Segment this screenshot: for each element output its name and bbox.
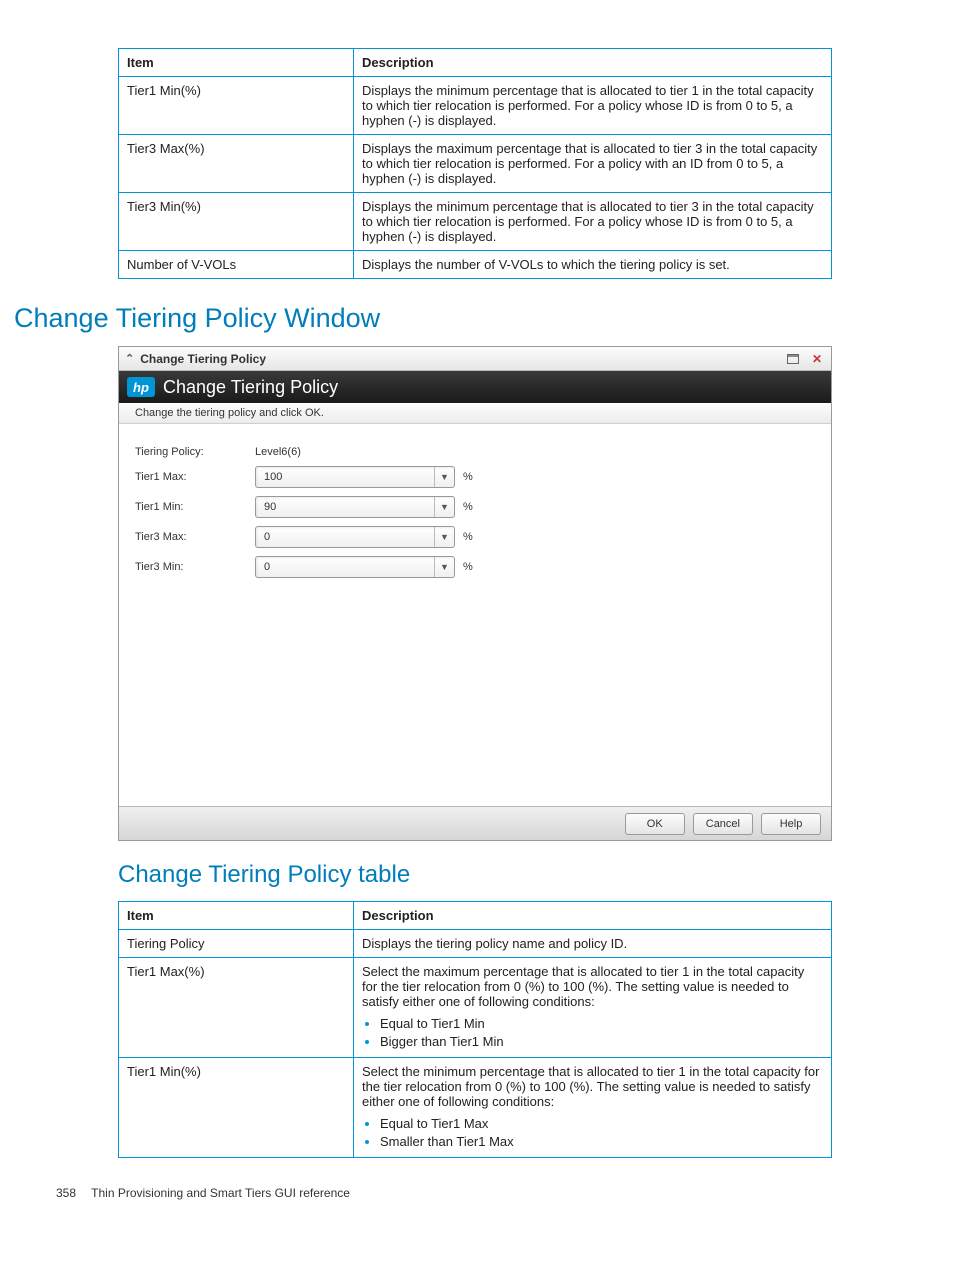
close-icon[interactable]: ✕ — [809, 352, 825, 366]
cell-desc: Displays the tiering policy name and pol… — [354, 930, 832, 958]
dialog-body: Tiering Policy: Level6(6) Tier1 Max: 100… — [119, 424, 831, 806]
cell-item: Tier3 Min(%) — [119, 193, 354, 251]
percent-unit: % — [463, 561, 473, 573]
table-row: Tier1 Min(%) Displays the minimum percen… — [119, 77, 832, 135]
cell-item: Number of V-VOLs — [119, 251, 354, 279]
dialog-titlebar[interactable]: ⌃ Change Tiering Policy ✕ — [119, 347, 831, 371]
chevron-down-icon[interactable]: ▼ — [434, 557, 454, 577]
help-button[interactable]: Help — [761, 813, 821, 835]
cell-desc-text: Select the minimum percentage that is al… — [362, 1064, 819, 1109]
collapse-icon[interactable]: ⌃ — [125, 352, 134, 365]
footer-text: Thin Provisioning and Smart Tiers GUI re… — [91, 1186, 350, 1200]
cancel-button[interactable]: Cancel — [693, 813, 753, 835]
table-row: Tiering Policy Displays the tiering poli… — [119, 930, 832, 958]
table-row: Number of V-VOLs Displays the number of … — [119, 251, 832, 279]
cell-desc-text: Select the maximum percentage that is al… — [362, 964, 804, 1009]
dialog-header: hp Change Tiering Policy — [119, 371, 831, 403]
table-row: Tier3 Max(%) Displays the maximum percen… — [119, 135, 832, 193]
maximize-icon[interactable] — [785, 352, 801, 366]
tier1-min-value: 90 — [264, 501, 434, 513]
tier1-min-label: Tier1 Min: — [135, 501, 255, 513]
cell-desc: Displays the minimum percentage that is … — [354, 77, 832, 135]
definition-table-2: Item Description Tiering Policy Displays… — [118, 901, 832, 1158]
tiering-policy-value: Level6(6) — [255, 446, 365, 458]
ok-button[interactable]: OK — [625, 813, 685, 835]
list-item: Equal to Tier1 Min — [380, 1015, 823, 1031]
tier3-max-combo[interactable]: 0 ▼ — [255, 526, 455, 548]
cell-item: Tier3 Max(%) — [119, 135, 354, 193]
dialog-footer: OK Cancel Help — [119, 806, 831, 840]
page-number: 358 — [56, 1186, 76, 1200]
dialog-instruction: Change the tiering policy and click OK. — [119, 403, 831, 424]
list-item: Smaller than Tier1 Max — [380, 1133, 823, 1149]
cell-item: Tiering Policy — [119, 930, 354, 958]
percent-unit: % — [463, 501, 473, 513]
cell-item: Tier1 Min(%) — [119, 77, 354, 135]
definition-table-1: Item Description Tier1 Min(%) Displays t… — [118, 48, 832, 279]
list-item: Equal to Tier1 Max — [380, 1115, 823, 1131]
th-desc: Description — [354, 49, 832, 77]
th-desc: Description — [354, 902, 832, 930]
hp-logo-icon: hp — [127, 377, 155, 397]
cell-desc: Select the minimum percentage that is al… — [354, 1058, 832, 1158]
page-footer: 358 Thin Provisioning and Smart Tiers GU… — [56, 1186, 954, 1200]
dialog-header-text: Change Tiering Policy — [163, 377, 338, 398]
percent-unit: % — [463, 471, 473, 483]
table-row: Tier1 Max(%) Select the maximum percenta… — [119, 958, 832, 1058]
chevron-down-icon[interactable]: ▼ — [434, 467, 454, 487]
tier1-min-combo[interactable]: 90 ▼ — [255, 496, 455, 518]
subsection-heading: Change Tiering Policy table — [118, 861, 836, 889]
tier3-min-combo[interactable]: 0 ▼ — [255, 556, 455, 578]
change-tiering-policy-dialog: ⌃ Change Tiering Policy ✕ hp Change Tier… — [118, 346, 832, 841]
section-heading: Change Tiering Policy Window — [14, 303, 836, 334]
tier3-max-label: Tier3 Max: — [135, 531, 255, 543]
th-item: Item — [119, 49, 354, 77]
th-item: Item — [119, 902, 354, 930]
cell-desc: Displays the number of V-VOLs to which t… — [354, 251, 832, 279]
tiering-policy-label: Tiering Policy: — [135, 446, 255, 458]
cell-item: Tier1 Max(%) — [119, 958, 354, 1058]
tier1-max-combo[interactable]: 100 ▼ — [255, 466, 455, 488]
tier3-min-label: Tier3 Min: — [135, 561, 255, 573]
chevron-down-icon[interactable]: ▼ — [434, 497, 454, 517]
chevron-down-icon[interactable]: ▼ — [434, 527, 454, 547]
list-item: Bigger than Tier1 Min — [380, 1033, 823, 1049]
table-row: Tier1 Min(%) Select the minimum percenta… — [119, 1058, 832, 1158]
tier1-max-label: Tier1 Max: — [135, 471, 255, 483]
cell-desc: Select the maximum percentage that is al… — [354, 958, 832, 1058]
tier3-min-value: 0 — [264, 561, 434, 573]
percent-unit: % — [463, 531, 473, 543]
tier3-max-value: 0 — [264, 531, 434, 543]
cell-desc: Displays the minimum percentage that is … — [354, 193, 832, 251]
dialog-title: Change Tiering Policy — [140, 352, 266, 366]
table-row: Tier3 Min(%) Displays the minimum percen… — [119, 193, 832, 251]
cell-item: Tier1 Min(%) — [119, 1058, 354, 1158]
cell-desc: Displays the maximum percentage that is … — [354, 135, 832, 193]
bullet-list: Equal to Tier1 Min Bigger than Tier1 Min — [362, 1015, 823, 1049]
bullet-list: Equal to Tier1 Max Smaller than Tier1 Ma… — [362, 1115, 823, 1149]
tier1-max-value: 100 — [264, 471, 434, 483]
